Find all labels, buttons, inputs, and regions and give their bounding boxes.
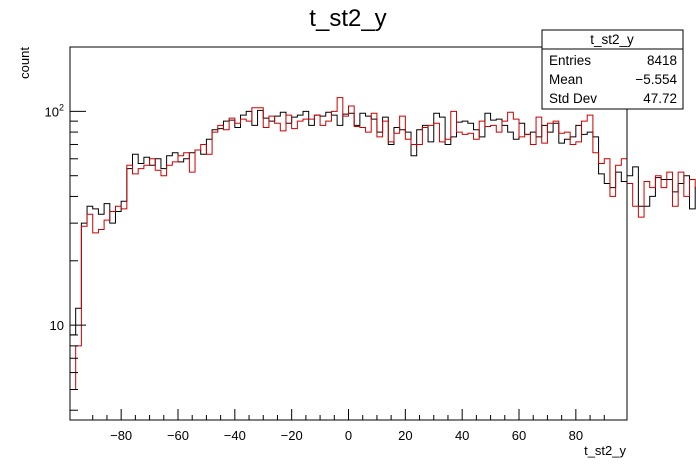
x-tick-label: −80	[110, 428, 132, 443]
x-axis-label: t_st2_y	[584, 443, 626, 458]
histogram-series-1	[69, 109, 696, 420]
x-tick-label: 0	[345, 428, 352, 443]
stats-box: t_st2_y Entries 8418 Mean −5.554 Std Dev…	[541, 29, 684, 110]
y-tick-label: 10	[50, 318, 64, 333]
x-axis: −80 −60 −40 −20 0 20 40 60 80	[92, 409, 605, 443]
x-tick-label: 60	[512, 428, 526, 443]
stats-mean-value: −5.554	[635, 72, 677, 87]
stats-entries-label: Entries	[549, 53, 591, 68]
x-tick-label: 80	[569, 428, 583, 443]
stats-box-title: t_st2_y	[590, 32, 634, 47]
y-axis-label: count	[17, 47, 32, 79]
histogram-outline-2	[69, 97, 696, 420]
stats-stddev-value: 47.72	[643, 91, 677, 106]
stats-stddev-label: Std Dev	[549, 91, 597, 106]
chart-title: t_st2_y	[309, 5, 386, 32]
x-tick-label: −20	[281, 428, 303, 443]
histogram-outline-1	[69, 109, 696, 420]
x-tick-label: −40	[224, 428, 246, 443]
histogram-series-layer	[69, 97, 696, 420]
histogram-series-2	[69, 97, 696, 420]
x-tick-label: 20	[398, 428, 412, 443]
x-tick-label: −60	[167, 428, 189, 443]
stats-mean-label: Mean	[549, 72, 583, 87]
stats-entries-value: 8418	[647, 53, 677, 68]
stats-box-frame	[541, 29, 684, 110]
x-tick-label: 40	[455, 428, 469, 443]
